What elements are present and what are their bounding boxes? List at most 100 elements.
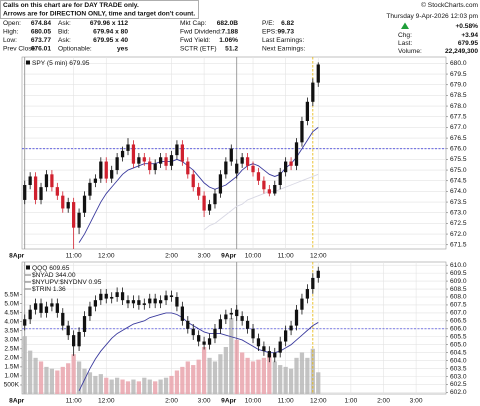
field-label: P/E: — [262, 20, 275, 27]
candle-body — [115, 157, 119, 171]
field-value: 673.77 — [31, 37, 52, 44]
candle-body — [82, 195, 87, 213]
x-tick-label: 8Apr — [9, 252, 24, 259]
volume-bar — [136, 381, 142, 394]
volume-bar — [305, 357, 310, 394]
field-value: 1.06% — [219, 37, 238, 44]
y-tick-label: 608.0 — [450, 294, 467, 301]
field-label: Open: — [3, 20, 21, 27]
volume-bar — [294, 357, 299, 394]
y-tick-label: 677.0 — [450, 124, 467, 131]
y-tick-label: 603.5 — [450, 365, 467, 372]
field-value: 679.96 x 112 — [90, 20, 128, 27]
field-label: Bid: — [58, 28, 70, 35]
indicator-label: $NYUPV:$NYDNV 0.95 — [32, 279, 102, 286]
candle-body — [305, 289, 310, 299]
volume-bar — [316, 372, 321, 394]
volume-tick-label: 500K — [4, 382, 20, 389]
candle-body — [262, 180, 266, 190]
x-tick-label: 9Apr — [221, 252, 236, 259]
field-value: 682.0B — [217, 20, 239, 27]
field-label: Mkt Cap: — [180, 20, 207, 27]
candle-body — [186, 320, 190, 329]
volume-bar — [283, 366, 288, 394]
up-arrow — [401, 22, 409, 29]
stat-label: Volume: — [398, 48, 422, 55]
field-value: 674.84 — [31, 20, 52, 27]
volume-bar — [201, 346, 207, 394]
y-tick-label: 603.0 — [450, 373, 467, 380]
x-tick-label: 11:00 — [66, 397, 82, 404]
volume-bar — [93, 375, 98, 394]
candle-body — [262, 346, 266, 352]
volume-bar — [256, 359, 261, 394]
candle-body — [207, 204, 212, 211]
candle-body — [229, 148, 233, 162]
moving-average — [78, 312, 319, 392]
volume-bar — [142, 377, 147, 394]
y-tick-label: 680.0 — [450, 60, 467, 67]
volume-bar — [153, 381, 158, 394]
candle-body — [142, 303, 146, 305]
candle-body — [284, 161, 288, 173]
y-tick-label: 605.5 — [450, 333, 467, 340]
candle-body — [191, 328, 195, 336]
x-tick-label: 12:00 — [310, 252, 327, 259]
candle-body — [218, 319, 223, 329]
candle-body — [311, 82, 315, 102]
candle-body — [33, 303, 38, 310]
candle-body — [175, 144, 179, 156]
candle-body — [99, 293, 103, 301]
field-value: 679.94 x 80 — [93, 28, 128, 35]
volume-bar — [174, 370, 180, 394]
volume-bar — [55, 370, 60, 394]
stat-value: 679.95 — [458, 40, 479, 47]
y-tick-label: 678.5 — [450, 92, 467, 99]
y-tick-label: 609.5 — [450, 270, 467, 277]
volume-bar — [278, 365, 283, 394]
candle-body — [158, 157, 163, 164]
candle-body — [305, 101, 310, 121]
candle-body — [158, 300, 163, 304]
field-value: 6.82 — [281, 20, 294, 27]
candle-body — [23, 319, 27, 326]
volume-bar — [163, 377, 169, 394]
x-tick-label: 12:00 — [98, 252, 115, 259]
y-tick-label: 604.5 — [450, 349, 467, 356]
candle-body — [88, 182, 92, 196]
volume-bar — [223, 346, 228, 394]
legend-swatch — [26, 60, 30, 65]
volume-bar — [87, 372, 93, 394]
candle-body — [267, 189, 271, 194]
candle-body — [39, 187, 43, 200]
y-tick-label: 604.0 — [450, 357, 467, 364]
volume-bar — [22, 336, 27, 394]
volume-bar — [267, 354, 272, 394]
candle-body — [202, 341, 206, 345]
volume-bar — [196, 359, 201, 394]
x-tick-label: 10:00 — [245, 397, 262, 404]
x-tick-label: 2:00 — [165, 397, 178, 404]
field-label: Fwd Yield: — [180, 37, 211, 44]
candle-body — [72, 335, 76, 347]
field-value: 676.01 — [31, 45, 52, 52]
stat-label: Last: — [398, 40, 412, 47]
volume-bar — [38, 361, 44, 394]
y-tick-label: 676.0 — [450, 145, 467, 152]
y-tick-label: 673.5 — [450, 199, 467, 206]
y-tick-label: 607.0 — [450, 310, 467, 317]
candle-body — [72, 202, 76, 228]
field-label: Low: — [3, 37, 17, 44]
candle-body — [267, 351, 271, 358]
candle-body — [23, 185, 27, 200]
volume-bar — [98, 374, 103, 394]
candle-body — [110, 296, 114, 299]
candle-body — [131, 300, 136, 304]
volume-bar — [44, 366, 49, 394]
volume-bar — [120, 379, 125, 394]
y-tick-label: 609.0 — [450, 278, 467, 285]
candle-body — [300, 298, 304, 310]
volume-tick-label: 4.0M — [4, 318, 19, 325]
y-tick-label: 605.0 — [450, 341, 467, 348]
